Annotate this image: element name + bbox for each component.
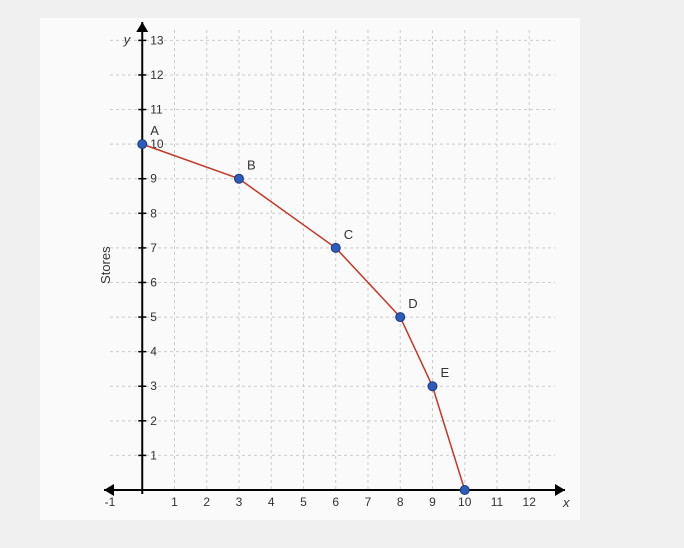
point-label: C xyxy=(344,227,353,242)
plot-background: -112345678910111212345678910111213yxStor… xyxy=(40,18,580,520)
y-tick-label: 12 xyxy=(150,68,164,82)
x-tick-label: 9 xyxy=(429,495,436,509)
y-axis-label: y xyxy=(123,32,132,47)
y-tick-label: 5 xyxy=(150,310,157,324)
y-tick-label: 2 xyxy=(150,414,157,428)
chart-container: -112345678910111212345678910111213yxStor… xyxy=(0,0,684,548)
x-tick-label: 4 xyxy=(268,495,275,509)
x-tick-label: 8 xyxy=(397,495,404,509)
x-tick-label: 11 xyxy=(491,495,504,509)
arrow-up-icon xyxy=(136,22,148,32)
y-tick-label: 13 xyxy=(150,33,164,47)
data-point xyxy=(396,313,405,322)
y-tick-label: 7 xyxy=(150,241,157,255)
y-tick-label: 3 xyxy=(150,379,157,393)
point-label: A xyxy=(150,123,159,138)
x-tick-label: 12 xyxy=(523,495,537,509)
data-point xyxy=(138,140,147,149)
x-tick-label: 10 xyxy=(458,495,472,509)
point-label: E xyxy=(440,365,449,380)
y-tick-label: 8 xyxy=(150,206,157,220)
data-point xyxy=(428,382,437,391)
point-label: D xyxy=(408,296,417,311)
x-tick-label: 5 xyxy=(300,495,307,509)
data-point xyxy=(460,486,469,495)
chart-svg: -112345678910111212345678910111213yxStor… xyxy=(40,18,580,520)
point-label: B xyxy=(247,158,256,173)
data-point xyxy=(331,243,340,252)
x-tick-label: 2 xyxy=(203,495,210,509)
y-tick-label: 1 xyxy=(150,448,157,462)
y-tick-label: 11 xyxy=(150,103,163,117)
x-tick-label: -1 xyxy=(105,495,116,509)
x-tick-label: 3 xyxy=(236,495,243,509)
x-tick-label: 1 xyxy=(171,495,178,509)
data-point xyxy=(234,174,243,183)
y-tick-label: 6 xyxy=(150,275,157,289)
y-axis-title: Stores xyxy=(98,246,113,284)
y-tick-label: 4 xyxy=(150,345,157,359)
x-axis-label: x xyxy=(562,495,570,510)
x-tick-label: 7 xyxy=(365,495,372,509)
y-tick-label: 9 xyxy=(150,172,157,186)
x-tick-label: 6 xyxy=(332,495,339,509)
